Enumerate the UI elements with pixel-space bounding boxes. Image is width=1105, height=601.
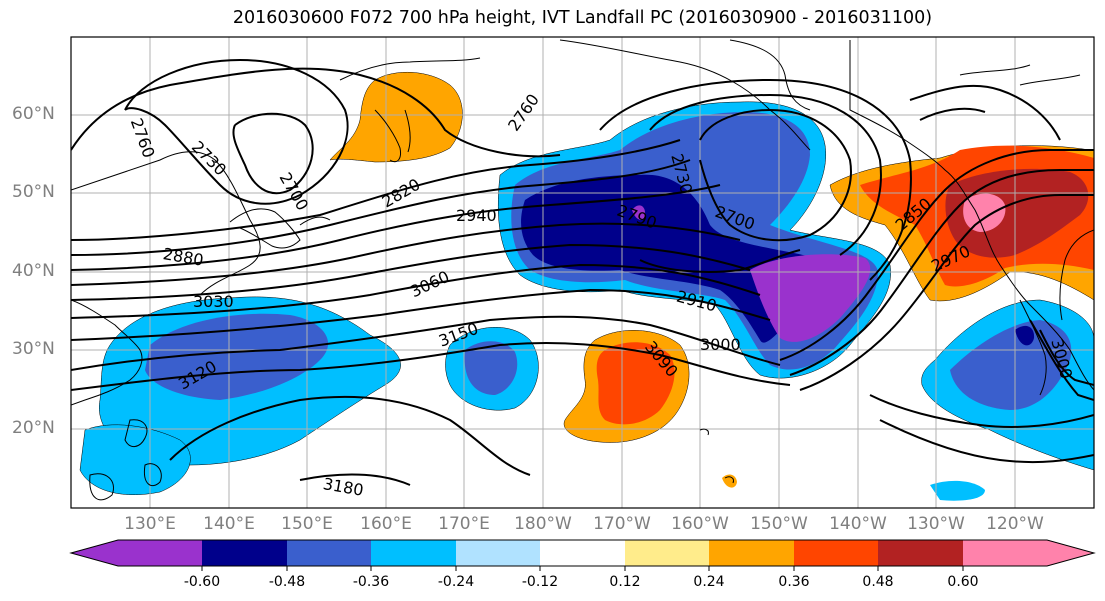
negative-area-north-pacific-purple — [750, 254, 871, 342]
colorbar-tick-label: -0.36 — [352, 574, 390, 590]
contour-label: 3030 — [193, 292, 234, 311]
colorbar-tick-label: -0.24 — [437, 574, 475, 590]
lon-label: 140°E — [203, 514, 255, 534]
lon-label: 150°E — [281, 514, 333, 534]
colorbar-extend-right — [1047, 540, 1094, 566]
map-panel: 2760 2730 2700 2760 2820 2940 2880 3030 … — [71, 37, 1094, 508]
colorbar-outline — [69, 539, 1096, 567]
lon-label: 160°W — [671, 514, 729, 534]
colorbar-segment — [963, 540, 1047, 566]
colorbar-tick-label: 0.24 — [693, 574, 725, 590]
figure-title: 2016030600 F072 700 hPa height, IVT Land… — [232, 8, 933, 28]
coastlines — [71, 39, 1094, 501]
colorbar-segment — [709, 540, 794, 566]
lat-label: 50°N — [12, 182, 55, 202]
positive-area-okhotsk — [329, 72, 463, 163]
colorbar-segment — [202, 540, 287, 566]
lat-label: 60°N — [12, 104, 55, 124]
colorbar-tick-label: -0.12 — [521, 574, 559, 590]
contour-label: 3000 — [700, 335, 741, 354]
colorbar-segment — [878, 540, 963, 566]
colorbar-segment — [794, 540, 878, 566]
height-contours — [71, 58, 1094, 486]
lon-label: 150°W — [750, 514, 808, 534]
lon-label: 130°W — [907, 514, 965, 534]
colorbar-tick-label: -0.48 — [268, 574, 306, 590]
contour-label: 2940 — [456, 206, 497, 225]
lat-label: 40°N — [12, 261, 55, 281]
colorbar-segment — [625, 540, 709, 566]
colorbar-tick-label: 0.12 — [609, 574, 641, 590]
lon-label: 130°E — [124, 514, 176, 534]
ivt-shading — [79, 72, 1094, 501]
map-frame — [70, 36, 1095, 509]
colorbar-tick-label: 0.36 — [778, 574, 810, 590]
colorbar-tick-label: -0.60 — [183, 574, 221, 590]
colorbar-segment — [287, 540, 371, 566]
lon-label: 180°W — [514, 514, 572, 534]
lon-label: 140°W — [829, 514, 887, 534]
colorbar-segment — [371, 540, 456, 566]
lon-label: 170°E — [438, 514, 490, 534]
lon-label: 160°E — [360, 514, 412, 534]
colorbar-segment — [456, 540, 540, 566]
colorbar-segment — [540, 540, 625, 566]
lat-label: 20°N — [12, 418, 55, 438]
colorbar-extend-left — [71, 540, 118, 566]
colorbar-segment — [118, 540, 202, 566]
lon-label: 170°W — [593, 514, 651, 534]
colorbar-tick-label: 0.48 — [862, 574, 894, 590]
lat-label: 30°N — [12, 339, 55, 359]
negative-area-north-pacific-core — [521, 174, 825, 343]
colorbar-tick-label: 0.60 — [947, 574, 979, 590]
negative-area-west-pacific-core — [145, 313, 329, 400]
colorbar — [69, 539, 1096, 571]
lon-label: 120°W — [986, 514, 1044, 534]
